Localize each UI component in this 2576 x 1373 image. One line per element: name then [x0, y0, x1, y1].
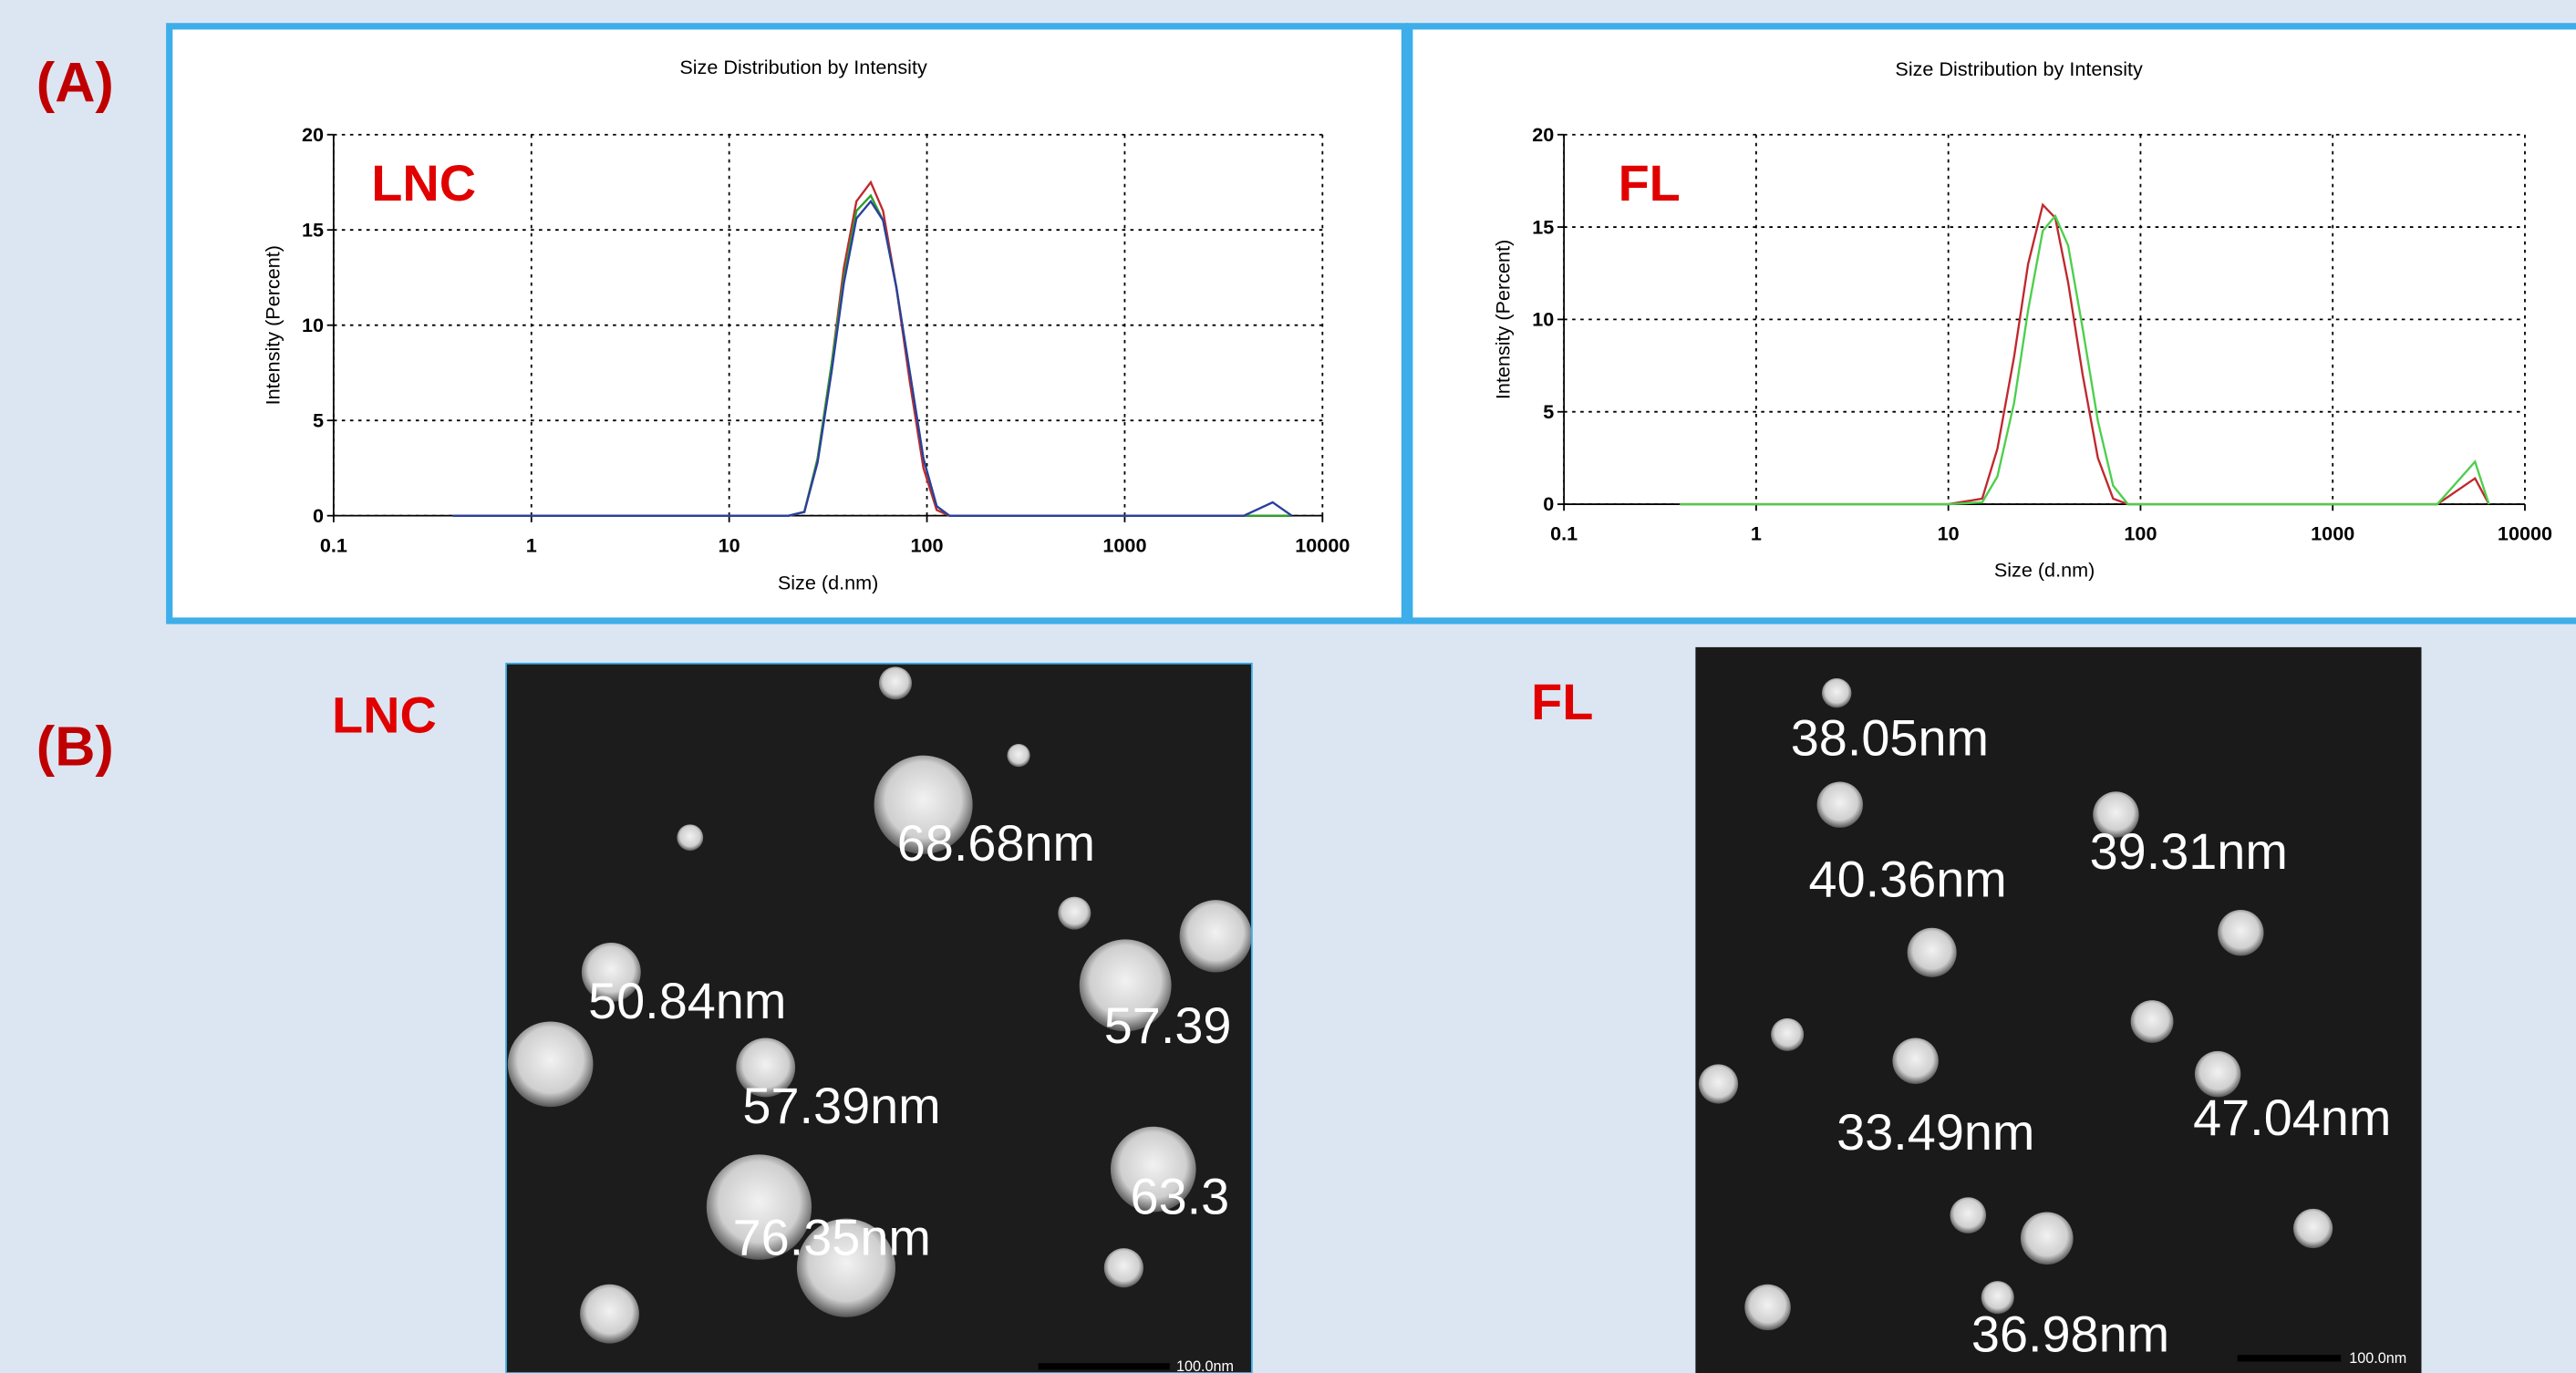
- x-tick-label: 100: [2124, 522, 2157, 545]
- x-tick-label: 1000: [2311, 522, 2354, 545]
- tem-annotations: 38.05nm 40.36nm 39.31nm 33.49nm 47.04nm 36.98…: [1791, 709, 2407, 1368]
- size-measurement: 50.84nm: [588, 972, 786, 1029]
- x-axis-label: Size (d.nm): [778, 572, 878, 594]
- line-series: [1680, 213, 2490, 506]
- x-tick-label: 10: [1938, 522, 1960, 545]
- line-series: [452, 199, 1293, 517]
- x-tick-label: 1: [526, 533, 537, 556]
- y-tick-label: 15: [1532, 215, 1554, 238]
- x-tick-label: 1000: [1102, 533, 1146, 556]
- y-tick-label: 5: [313, 408, 324, 431]
- y-tick-label: 10: [302, 314, 324, 336]
- x-axis-label: Size (d.nm): [1994, 558, 2095, 581]
- tem-image: [1695, 646, 2422, 1373]
- y-tick-label: 10: [1532, 308, 1554, 331]
- x-tick-label: 1: [1751, 522, 1762, 545]
- chart-title: Size Distribution by Intensity: [1895, 57, 2143, 80]
- x-tick-label: 10000: [1295, 533, 1350, 556]
- size-measurement: 33.49nm: [1836, 1103, 2034, 1161]
- panel-label: (A): [36, 52, 114, 114]
- y-tick-label: 5: [1543, 400, 1554, 423]
- size-measurement: 57.39nm: [742, 1077, 940, 1134]
- x-tick-label: 0.1: [1550, 522, 1578, 545]
- size-measurement: 68.68nm: [897, 814, 1095, 872]
- tem-frame: [505, 662, 1253, 1373]
- chart-frame: [1406, 23, 2576, 625]
- panel-label: (B): [36, 715, 114, 777]
- x-tick-label: 10: [719, 533, 740, 556]
- y-tick-label: 0: [1543, 492, 1554, 515]
- chart-frame: [166, 23, 1409, 625]
- tem-annotations: 68.68nm 50.84nm 57.39 57.39nm 63.3 76.35nm 100…: [588, 814, 1234, 1373]
- scale-bar-label: 100.0nm: [1176, 1358, 1234, 1373]
- size-measurement: 47.04nm: [2193, 1089, 2391, 1146]
- chart-annotation: FL: [1619, 154, 1681, 212]
- chart-annotation: LNC: [371, 154, 476, 212]
- scale-bar-label: 100.0nm: [2349, 1350, 2406, 1367]
- tem-label: LNC: [332, 686, 437, 743]
- size-measurement: 36.98nm: [1971, 1306, 2169, 1363]
- y-axis-label: Intensity (Percent): [1492, 240, 1515, 399]
- size-measurement: 40.36nm: [1809, 851, 2007, 908]
- x-tick-label: 0.1: [320, 533, 347, 556]
- tem-label: FL: [1531, 673, 1593, 730]
- size-measurement: 76.35nm: [733, 1208, 931, 1265]
- x-tick-label: 10000: [2498, 522, 2552, 545]
- y-tick-label: 0: [313, 504, 324, 527]
- y-axis-label: Intensity (Percent): [261, 245, 284, 405]
- y-tick-label: 15: [302, 218, 324, 241]
- size-measurement: 57.39: [1104, 996, 1232, 1054]
- y-tick-label: 20: [1532, 123, 1554, 146]
- size-measurement: 38.05nm: [1791, 709, 1989, 767]
- chart-title: Size Distribution by Intensity: [679, 56, 927, 78]
- particles: [507, 666, 1252, 1344]
- tem-image: [506, 663, 1252, 1373]
- particles: [1698, 677, 2333, 1331]
- x-tick-label: 100: [911, 533, 944, 556]
- size-measurement: 39.31nm: [2090, 822, 2288, 880]
- y-tick-label: 20: [302, 123, 324, 146]
- size-measurement: 63.3: [1131, 1167, 1230, 1224]
